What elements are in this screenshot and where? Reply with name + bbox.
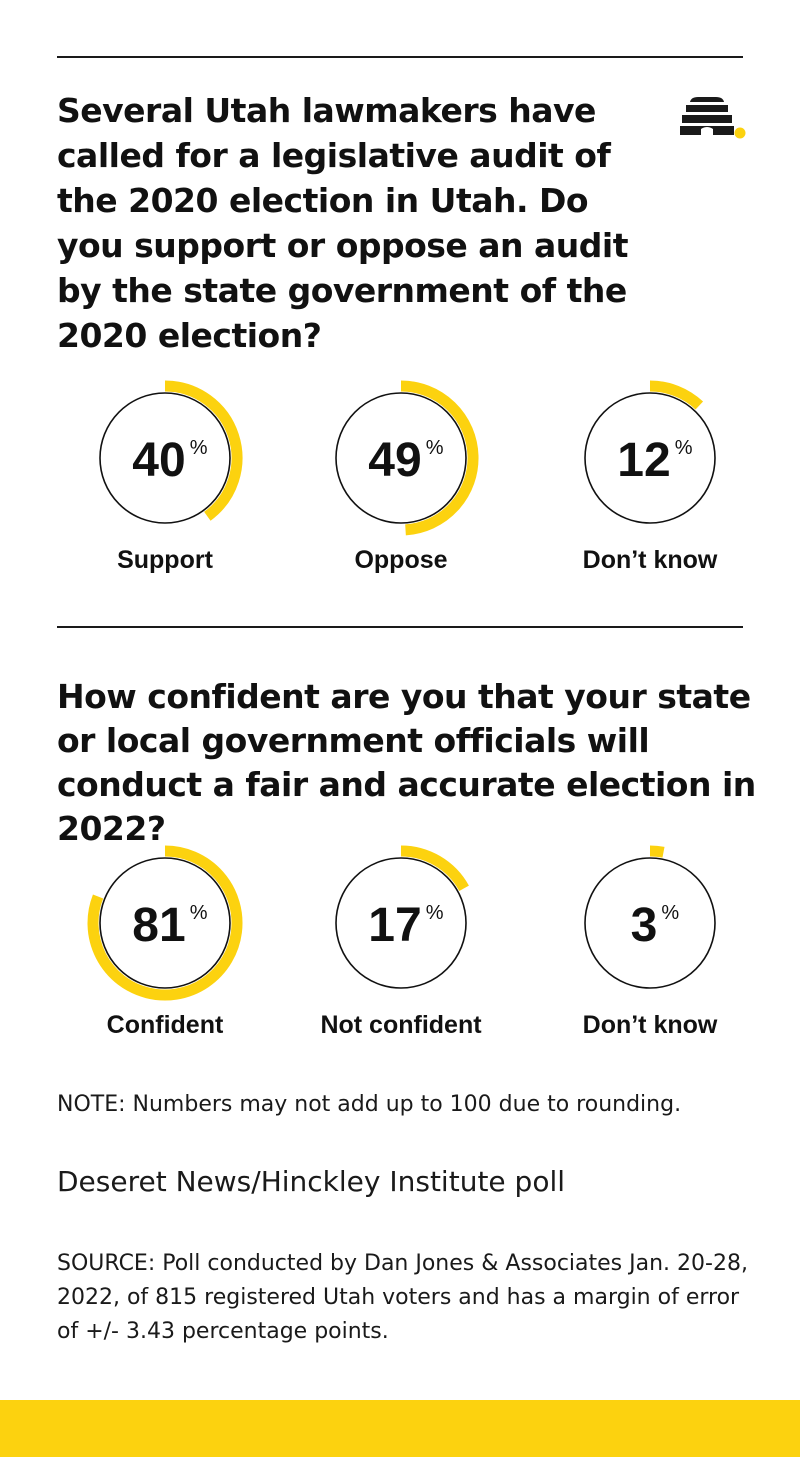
- percent-sign-not-confident: %: [426, 902, 444, 924]
- middle-divider: [57, 626, 743, 628]
- confidence-donut-chart: 81% Confident 17% Not confident 3% Don’t know: [0, 845, 800, 1055]
- donut-outline-don-t-know: [584, 857, 716, 989]
- donut-arc-don-t-know: [649, 845, 665, 858]
- value-label-support: 40: [132, 434, 185, 487]
- donut-arc-oppose: [400, 380, 479, 536]
- beehive-icon: [680, 97, 746, 139]
- category-label-not-confident: Not confident: [320, 1011, 482, 1039]
- donut-arc-not-confident: [400, 845, 469, 892]
- top-divider: [57, 56, 743, 58]
- audit-donut-svg: 40 % Support 49 % Oppose 12 % Don’t know: [99, 380, 718, 574]
- category-label-confident: Confident: [107, 1011, 224, 1039]
- footer-accent-bar: [0, 1400, 800, 1457]
- poll-credit: Deseret News/Hinckley Institute poll: [57, 1165, 566, 1198]
- source-note: SOURCE: Poll conducted by Dan Jones & As…: [57, 1251, 748, 1344]
- category-label-don-t-know: Don’t know: [583, 546, 718, 574]
- question-2-title: How confident are you that your state or…: [57, 677, 756, 848]
- donut-outline-oppose: [335, 392, 467, 524]
- donut-arc-don-t-know: [649, 380, 704, 410]
- donut-arc-support: [164, 380, 243, 521]
- question-1-title: Several Utah lawmakers have called for a…: [57, 91, 629, 355]
- percent-sign-don-t-know: %: [675, 437, 693, 459]
- donut-outline-not-confident: [335, 857, 467, 989]
- confidence-donut-svg: 81 % Confident 17 % Not confident 3 % Don’t know: [87, 845, 718, 1039]
- category-label-oppose: Oppose: [354, 546, 447, 574]
- percent-sign-don-t-know: %: [661, 902, 679, 924]
- category-label-support: Support: [117, 546, 213, 574]
- value-label-don-t-know: 3: [631, 899, 658, 952]
- rounding-note: NOTE: Numbers may not add up to 100 due …: [57, 1092, 682, 1117]
- value-label-not-confident: 17: [368, 899, 421, 952]
- value-label-oppose: 49: [368, 434, 421, 487]
- donut-outline-support: [99, 392, 231, 524]
- donut-outline-confident: [99, 857, 231, 989]
- percent-sign-oppose: %: [426, 437, 444, 459]
- audit-donut-chart: 40% Support 49% Oppose 12% Don’t know: [0, 380, 800, 590]
- donut-arc-confident: [87, 845, 243, 1001]
- value-label-don-t-know: 12: [617, 434, 670, 487]
- donut-outline-don-t-know: [584, 392, 716, 524]
- category-label-don-t-know: Don’t know: [583, 1011, 718, 1039]
- percent-sign-support: %: [190, 437, 208, 459]
- percent-sign-confident: %: [190, 902, 208, 924]
- value-label-confident: 81: [132, 899, 185, 952]
